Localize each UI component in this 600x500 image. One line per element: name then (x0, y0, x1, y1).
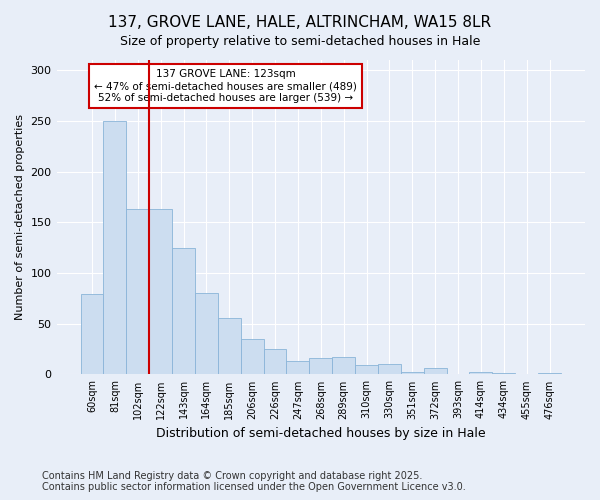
Bar (263, 349, 286, 374)
Bar (103, 121, 127, 374)
Bar (378, 364, 401, 374)
Bar (127, 209, 149, 374)
Bar (218, 318, 241, 374)
Bar (149, 209, 172, 374)
Text: Contains HM Land Registry data © Crown copyright and database right 2025.
Contai: Contains HM Land Registry data © Crown c… (42, 471, 466, 492)
Bar (310, 358, 332, 374)
Bar (80, 294, 103, 374)
Text: 137 GROVE LANE: 123sqm
← 47% of semi-detached houses are smaller (489)
52% of se: 137 GROVE LANE: 123sqm ← 47% of semi-det… (94, 70, 357, 102)
Text: Size of property relative to semi-detached houses in Hale: Size of property relative to semi-detach… (120, 35, 480, 48)
Bar (469, 372, 493, 374)
Bar (355, 366, 378, 374)
Bar (401, 372, 424, 374)
Bar (195, 294, 218, 374)
Bar (424, 368, 446, 374)
Bar (286, 361, 310, 374)
Text: 137, GROVE LANE, HALE, ALTRINCHAM, WA15 8LR: 137, GROVE LANE, HALE, ALTRINCHAM, WA15 … (109, 15, 491, 30)
Bar (172, 248, 195, 374)
Bar (332, 357, 355, 374)
X-axis label: Distribution of semi-detached houses by size in Hale: Distribution of semi-detached houses by … (156, 427, 485, 440)
Bar (241, 339, 263, 374)
Y-axis label: Number of semi-detached properties: Number of semi-detached properties (15, 114, 25, 320)
